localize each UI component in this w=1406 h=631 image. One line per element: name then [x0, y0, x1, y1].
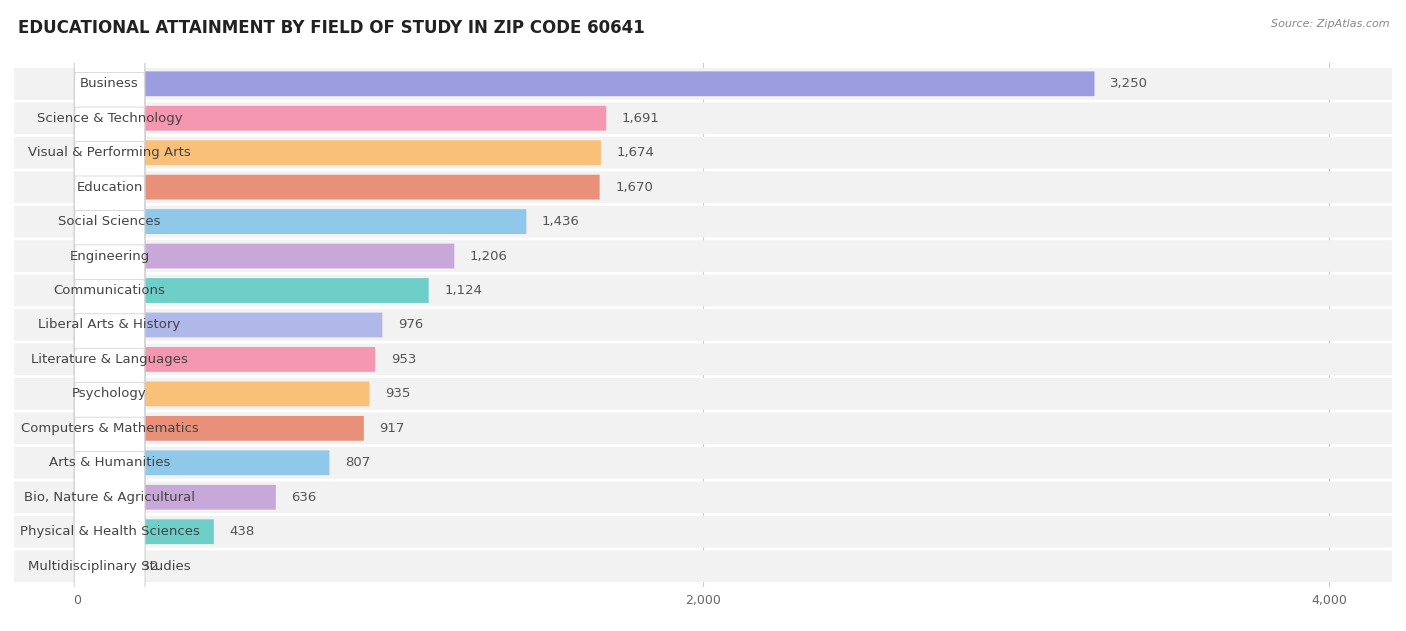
FancyBboxPatch shape [75, 176, 145, 405]
FancyBboxPatch shape [77, 347, 375, 372]
Text: 1,670: 1,670 [616, 180, 654, 194]
FancyBboxPatch shape [77, 209, 526, 234]
FancyBboxPatch shape [14, 240, 1392, 272]
Text: 976: 976 [398, 319, 423, 331]
FancyBboxPatch shape [75, 141, 145, 370]
Text: 935: 935 [385, 387, 411, 401]
FancyBboxPatch shape [75, 314, 145, 543]
FancyBboxPatch shape [77, 382, 370, 406]
Text: 807: 807 [344, 456, 370, 469]
Text: 1,691: 1,691 [621, 112, 659, 125]
FancyBboxPatch shape [75, 210, 145, 440]
FancyBboxPatch shape [77, 278, 429, 303]
Text: Science & Technology: Science & Technology [37, 112, 183, 125]
FancyBboxPatch shape [77, 140, 600, 165]
FancyBboxPatch shape [75, 245, 145, 474]
FancyBboxPatch shape [75, 280, 145, 509]
FancyBboxPatch shape [14, 68, 1392, 100]
FancyBboxPatch shape [14, 447, 1392, 479]
FancyBboxPatch shape [75, 348, 145, 577]
Text: 1,436: 1,436 [543, 215, 579, 228]
FancyBboxPatch shape [77, 554, 118, 579]
FancyBboxPatch shape [14, 413, 1392, 444]
Text: 132: 132 [134, 560, 159, 573]
FancyBboxPatch shape [14, 102, 1392, 134]
FancyBboxPatch shape [77, 451, 329, 475]
Text: 1,124: 1,124 [444, 284, 482, 297]
Text: Liberal Arts & History: Liberal Arts & History [38, 319, 181, 331]
FancyBboxPatch shape [77, 416, 364, 440]
FancyBboxPatch shape [14, 550, 1392, 582]
FancyBboxPatch shape [75, 383, 145, 612]
Text: Business: Business [80, 77, 139, 90]
Text: 3,250: 3,250 [1111, 77, 1149, 90]
FancyBboxPatch shape [14, 274, 1392, 307]
FancyBboxPatch shape [77, 71, 1094, 96]
FancyBboxPatch shape [75, 38, 145, 267]
Text: Arts & Humanities: Arts & Humanities [49, 456, 170, 469]
Text: Computers & Mathematics: Computers & Mathematics [21, 422, 198, 435]
FancyBboxPatch shape [77, 175, 600, 199]
FancyBboxPatch shape [75, 107, 145, 336]
Text: Bio, Nature & Agricultural: Bio, Nature & Agricultural [24, 491, 195, 504]
FancyBboxPatch shape [77, 106, 606, 131]
FancyBboxPatch shape [14, 309, 1392, 341]
FancyBboxPatch shape [14, 343, 1392, 375]
FancyBboxPatch shape [75, 417, 145, 631]
Text: Multidisciplinary Studies: Multidisciplinary Studies [28, 560, 191, 573]
FancyBboxPatch shape [77, 312, 382, 338]
Text: Visual & Performing Arts: Visual & Performing Arts [28, 146, 191, 159]
FancyBboxPatch shape [77, 485, 276, 510]
FancyBboxPatch shape [14, 516, 1392, 548]
Text: Physical & Health Sciences: Physical & Health Sciences [20, 525, 200, 538]
Text: 1,206: 1,206 [470, 249, 508, 262]
FancyBboxPatch shape [14, 206, 1392, 237]
Text: 917: 917 [380, 422, 405, 435]
Text: Psychology: Psychology [72, 387, 148, 401]
FancyBboxPatch shape [14, 137, 1392, 168]
Text: 953: 953 [391, 353, 416, 366]
Text: Source: ZipAtlas.com: Source: ZipAtlas.com [1271, 19, 1389, 29]
FancyBboxPatch shape [75, 452, 145, 631]
FancyBboxPatch shape [75, 4, 145, 233]
FancyBboxPatch shape [14, 481, 1392, 513]
Text: 438: 438 [229, 525, 254, 538]
FancyBboxPatch shape [75, 73, 145, 302]
Text: EDUCATIONAL ATTAINMENT BY FIELD OF STUDY IN ZIP CODE 60641: EDUCATIONAL ATTAINMENT BY FIELD OF STUDY… [18, 19, 645, 37]
Text: Education: Education [76, 180, 143, 194]
Text: Communications: Communications [53, 284, 166, 297]
FancyBboxPatch shape [75, 0, 145, 198]
Text: 636: 636 [291, 491, 316, 504]
Text: 1,674: 1,674 [617, 146, 654, 159]
FancyBboxPatch shape [77, 244, 454, 268]
Text: Literature & Languages: Literature & Languages [31, 353, 188, 366]
FancyBboxPatch shape [77, 519, 214, 544]
FancyBboxPatch shape [14, 171, 1392, 203]
Text: Engineering: Engineering [69, 249, 149, 262]
FancyBboxPatch shape [14, 378, 1392, 410]
Text: Social Sciences: Social Sciences [58, 215, 160, 228]
